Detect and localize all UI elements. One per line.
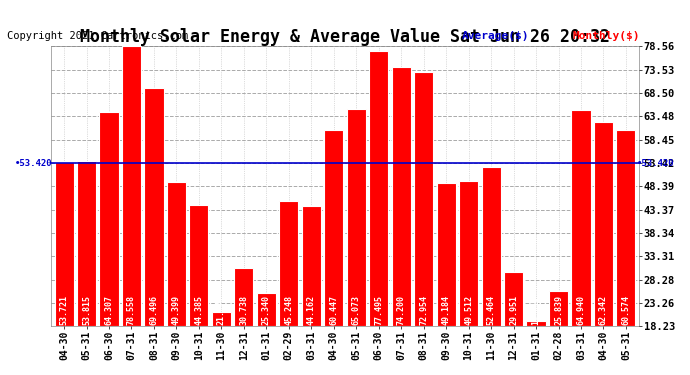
Text: 29.951: 29.951 <box>509 295 518 325</box>
Bar <box>122 46 141 327</box>
Bar <box>324 130 344 327</box>
Bar <box>346 109 366 327</box>
Bar <box>437 183 455 327</box>
Text: 53.721: 53.721 <box>59 295 68 325</box>
Bar <box>549 291 568 327</box>
Bar <box>526 321 546 327</box>
Text: 77.495: 77.495 <box>374 295 383 325</box>
Text: 53.815: 53.815 <box>82 295 91 325</box>
Bar <box>616 130 635 327</box>
Bar <box>257 294 276 327</box>
Text: 62.342: 62.342 <box>599 295 608 325</box>
Bar <box>99 112 119 327</box>
Text: 30.738: 30.738 <box>239 295 248 325</box>
Text: 25.839: 25.839 <box>554 295 563 325</box>
Bar <box>504 272 523 327</box>
Bar <box>302 206 321 327</box>
Bar <box>167 182 186 327</box>
Text: Average($): Average($) <box>462 32 530 41</box>
Bar <box>459 181 478 327</box>
Bar <box>55 162 74 327</box>
Text: 49.184: 49.184 <box>442 295 451 325</box>
Bar <box>594 122 613 327</box>
Title: Monthly Solar Energy & Average Value Sat Jun 26 20:32: Monthly Solar Energy & Average Value Sat… <box>80 28 610 46</box>
Text: 64.307: 64.307 <box>104 295 114 325</box>
Bar <box>369 51 388 327</box>
Text: 74.200: 74.200 <box>397 295 406 325</box>
Text: 64.940: 64.940 <box>576 295 586 325</box>
Text: 65.073: 65.073 <box>352 295 361 325</box>
Text: 21.277: 21.277 <box>217 295 226 325</box>
Bar <box>235 268 253 327</box>
Text: 52.464: 52.464 <box>486 295 495 325</box>
Bar <box>392 66 411 327</box>
Text: 44.162: 44.162 <box>307 295 316 325</box>
Bar <box>482 168 501 327</box>
Bar <box>212 312 231 327</box>
Text: 49.512: 49.512 <box>464 295 473 325</box>
Text: 69.496: 69.496 <box>150 295 159 325</box>
Bar <box>414 72 433 327</box>
Text: 25.340: 25.340 <box>262 295 271 325</box>
Text: 60.447: 60.447 <box>329 295 338 325</box>
Bar <box>279 201 298 327</box>
Text: 49.399: 49.399 <box>172 295 181 325</box>
Text: 78.558: 78.558 <box>127 295 136 325</box>
Text: 19.412: 19.412 <box>531 295 540 325</box>
Text: 45.248: 45.248 <box>284 295 293 325</box>
Bar <box>189 205 208 327</box>
Text: •53.420: •53.420 <box>15 159 53 168</box>
Bar <box>571 110 591 327</box>
Bar <box>144 88 164 327</box>
Text: 60.574: 60.574 <box>622 295 631 325</box>
Text: 44.385: 44.385 <box>195 295 204 325</box>
Text: Copyright 2021 Cartronics.com: Copyright 2021 Cartronics.com <box>7 32 188 41</box>
Bar <box>77 161 96 327</box>
Text: 72.954: 72.954 <box>419 295 428 325</box>
Text: Monthly($): Monthly($) <box>573 32 640 41</box>
Text: •53.420: •53.420 <box>637 159 675 168</box>
